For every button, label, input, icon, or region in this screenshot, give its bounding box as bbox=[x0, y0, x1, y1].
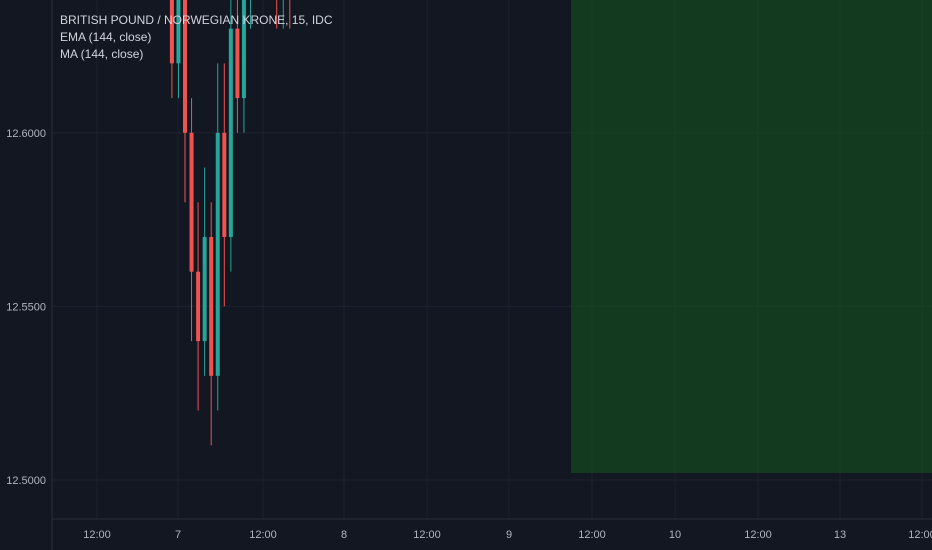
position-tool[interactable] bbox=[571, 0, 932, 474]
y-tick-label: 12.5000 bbox=[6, 475, 46, 487]
x-tick-label: 12:00 bbox=[83, 529, 111, 541]
x-tick-label: 12:00 bbox=[413, 529, 441, 541]
chart-title: BRITISH POUND / NORWEGIAN KRONE, 15, IDC bbox=[60, 13, 333, 27]
x-tick-label: 8 bbox=[341, 529, 347, 541]
ma-legend: MA (144, close) bbox=[60, 47, 144, 61]
y-tick-label: 12.5500 bbox=[6, 301, 46, 313]
candle-body bbox=[241, 0, 246, 99]
x-tick-label: 10 bbox=[669, 529, 681, 541]
candle-body bbox=[183, 0, 187, 133]
x-tick-label: 12:00 bbox=[249, 529, 277, 541]
candle-body bbox=[235, 28, 240, 99]
x-tick-label: 7 bbox=[175, 529, 181, 541]
candle-body bbox=[176, 0, 181, 64]
x-tick-label: 12:00 bbox=[744, 529, 772, 541]
y-tick-label: 12.6000 bbox=[6, 128, 46, 140]
x-tick-label: 12:00 bbox=[908, 529, 932, 541]
candle-body bbox=[209, 236, 214, 376]
take-profit-zone[interactable] bbox=[571, 0, 932, 474]
ema-legend: EMA (144, close) bbox=[60, 30, 152, 44]
candle-body bbox=[189, 132, 194, 272]
price-axis[interactable]: 12.500012.550012.600012.650012.700012.75… bbox=[6, 0, 53, 550]
x-tick-label: 13 bbox=[834, 529, 846, 541]
candle-body bbox=[228, 28, 233, 237]
chart-legend: BRITISH POUND / NORWEGIAN KRONE, 15, IDC… bbox=[60, 12, 332, 63]
candle-body bbox=[222, 132, 227, 237]
x-tick-label: 9 bbox=[506, 529, 512, 541]
candle-body bbox=[196, 271, 201, 342]
candle-body bbox=[215, 132, 220, 376]
candle-body bbox=[202, 236, 207, 342]
candles bbox=[169, 0, 291, 446]
time-axis[interactable]: 12:00 7 12:00 8 12:00 9 12:00 10 12:00 13 12:00 bbox=[52, 518, 932, 541]
candle-body bbox=[169, 0, 174, 64]
x-tick-label: 12:00 bbox=[578, 529, 606, 541]
